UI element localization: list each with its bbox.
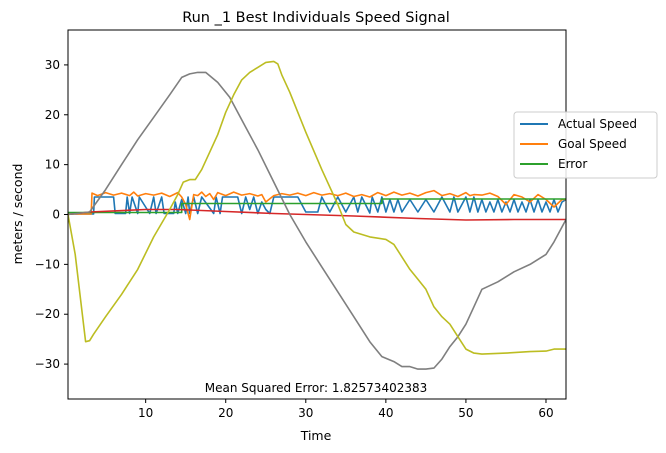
x-tick-label: 50 <box>458 406 473 420</box>
x-tick-label: 40 <box>378 406 393 420</box>
series-layer <box>68 60 566 370</box>
series-line-unnamed-4 <box>68 71 566 370</box>
y-tick-label: −20 <box>35 307 60 321</box>
y-tick-label: −10 <box>35 257 60 271</box>
y-tick-label: 10 <box>45 158 60 172</box>
legend-label: Actual Speed <box>558 117 637 131</box>
y-tick-label: 0 <box>52 208 60 222</box>
y-tick-label: 20 <box>45 108 60 122</box>
y-tick-label: −30 <box>35 357 60 371</box>
mse-annotation: Mean Squared Error: 1.82573402383 <box>205 381 428 395</box>
series-line-unnamed-5 <box>68 60 566 355</box>
series-line-goal-speed <box>68 189 566 221</box>
chart-title: Run _1 Best Individuals Speed Signal <box>182 10 450 26</box>
y-axis-ticks: −30 −20 −10 0 10 20 30 <box>35 58 68 371</box>
y-tick-label: 30 <box>45 58 60 72</box>
x-axis-ticks: 10 20 30 40 50 60 <box>138 399 554 420</box>
legend: Actual Speed Goal Speed Error <box>513 111 658 179</box>
x-tick-label: 60 <box>538 406 553 420</box>
x-tick-label: 20 <box>218 406 233 420</box>
legend-label: Error <box>558 157 587 171</box>
y-axis-label: meters / second <box>10 164 25 265</box>
x-tick-label: 10 <box>138 406 153 420</box>
series-line-error <box>68 198 566 214</box>
x-axis-label: Time <box>300 428 332 443</box>
legend-label: Goal Speed <box>558 137 627 151</box>
legend-box <box>513 111 658 179</box>
x-tick-label: 30 <box>298 406 313 420</box>
